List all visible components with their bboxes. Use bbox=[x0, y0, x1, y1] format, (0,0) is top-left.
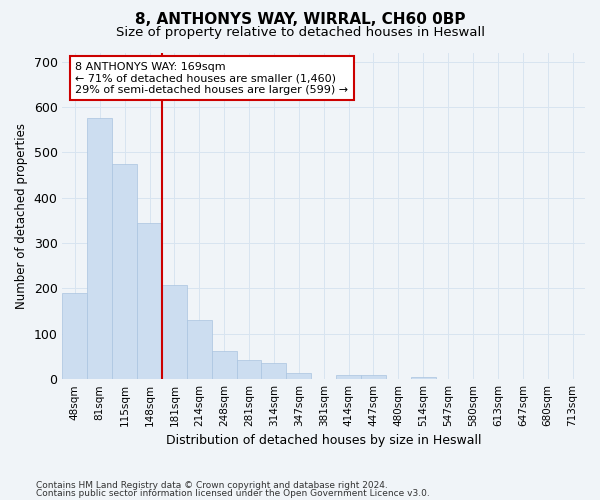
Bar bbox=[212, 351, 236, 379]
Bar bbox=[137, 222, 162, 379]
Bar bbox=[187, 320, 212, 379]
Bar bbox=[361, 375, 386, 379]
Bar bbox=[336, 375, 361, 379]
Y-axis label: Number of detached properties: Number of detached properties bbox=[15, 123, 28, 309]
Bar bbox=[88, 118, 112, 379]
Bar bbox=[112, 164, 137, 379]
Text: 8, ANTHONYS WAY, WIRRAL, CH60 0BP: 8, ANTHONYS WAY, WIRRAL, CH60 0BP bbox=[135, 12, 465, 26]
X-axis label: Distribution of detached houses by size in Heswall: Distribution of detached houses by size … bbox=[166, 434, 481, 448]
Bar bbox=[411, 377, 436, 379]
Text: Contains public sector information licensed under the Open Government Licence v3: Contains public sector information licen… bbox=[36, 489, 430, 498]
Bar bbox=[262, 364, 286, 379]
Bar bbox=[236, 360, 262, 379]
Text: Size of property relative to detached houses in Heswall: Size of property relative to detached ho… bbox=[115, 26, 485, 39]
Bar bbox=[286, 374, 311, 379]
Text: Contains HM Land Registry data © Crown copyright and database right 2024.: Contains HM Land Registry data © Crown c… bbox=[36, 481, 388, 490]
Text: 8 ANTHONYS WAY: 169sqm
← 71% of detached houses are smaller (1,460)
29% of semi-: 8 ANTHONYS WAY: 169sqm ← 71% of detached… bbox=[76, 62, 349, 95]
Bar bbox=[162, 286, 187, 379]
Bar bbox=[62, 293, 88, 379]
